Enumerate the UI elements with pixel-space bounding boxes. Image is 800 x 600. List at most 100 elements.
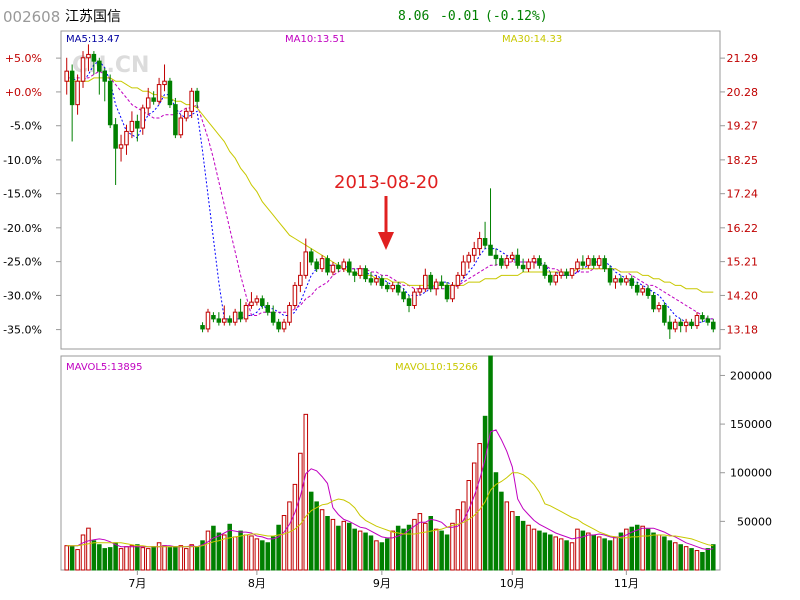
candle-body [564,271,569,276]
volume-bar [423,522,428,571]
volume-bar [602,538,607,571]
volume-bar [346,522,352,571]
candle [287,302,292,326]
volume-bar [683,546,689,571]
pct-tick-label: +5.0% [5,52,42,65]
volume-bar [86,527,91,571]
candle [211,312,216,323]
candle [167,77,173,108]
candle-body [325,258,330,273]
candle-body [287,304,292,323]
volume-bar [401,528,406,571]
candle [243,302,249,323]
candle-body [700,315,705,320]
candle [156,77,162,105]
volume-bar [629,526,635,571]
x-axis: 7月 8月 9月 10月 11月 [128,570,639,590]
candle [216,312,222,326]
candle-body [689,321,694,327]
candle [564,268,569,279]
candle-body [455,274,461,286]
volume-axis: 200000 150000 100000 50000 [720,369,772,528]
volume-bar [613,536,618,571]
candle-body [227,318,232,323]
candle [319,255,325,273]
price-tick-label: 15.21 [727,256,759,269]
candle [412,288,417,309]
candle-body [537,258,542,266]
candle-body [243,304,249,320]
candle-body [466,254,472,263]
candle-body [314,261,319,270]
candle [64,57,69,95]
volume-bar [189,544,194,571]
volume-bar [618,532,624,571]
candle-body [86,53,91,59]
candle-body [265,304,271,313]
candle [265,302,271,316]
candle-body [254,298,260,303]
candle [173,97,178,139]
volume-bar [395,525,401,571]
volume-bar [689,548,694,571]
volume-bar [118,548,124,571]
candle-body [531,258,537,263]
price-tick-label: 21.29 [727,52,759,65]
candle [102,67,108,102]
price-tick-label: 16.22 [727,222,759,235]
x-tick-label: 11月 [614,577,639,590]
candle-body [330,264,336,273]
candle-body [602,258,607,270]
volume-bar [482,415,488,571]
candle [672,318,678,333]
candle-body [651,294,656,310]
candle [129,111,135,139]
candle-body [412,291,417,306]
candle [629,275,635,289]
candle [488,188,493,256]
volume-bar [477,443,482,571]
volume-bar [124,546,129,571]
volume-bar [515,516,520,571]
candle [569,268,575,279]
x-tick-label: 9月 [373,577,391,590]
candle-body [232,311,238,323]
candle [558,268,564,279]
candle [135,114,140,142]
volume-bar [537,530,542,571]
volume-bar [64,545,69,571]
ma5-legend: MA5:13.47 [66,34,120,45]
candle [689,318,694,329]
candle [586,255,591,269]
candle [401,288,406,303]
volume-bar [390,530,395,571]
candle [341,258,347,273]
candle [107,74,113,129]
candle [303,238,309,279]
candle-body [401,291,406,300]
candle [374,275,379,286]
candle-body [113,124,118,149]
candle [118,134,124,162]
candle-body [129,120,135,132]
volume-bar [444,534,450,571]
volume-bar [352,528,357,571]
candle [151,91,156,105]
volume-bar [357,530,363,571]
candle-body [167,80,173,106]
volume-bar [75,549,80,571]
volume-bars [64,355,716,571]
candle [461,255,466,279]
candle-body [694,315,700,327]
volume-bar [504,501,510,571]
volume-bar [580,530,586,571]
candle-body [216,318,222,323]
candle [515,248,520,269]
candle-body [374,278,379,283]
volume-bar [211,525,216,571]
price-tick-label: 19.27 [727,120,759,133]
volume-bar [254,538,260,571]
candle-body [656,304,662,310]
candle-body [194,90,200,102]
candle [526,258,531,273]
